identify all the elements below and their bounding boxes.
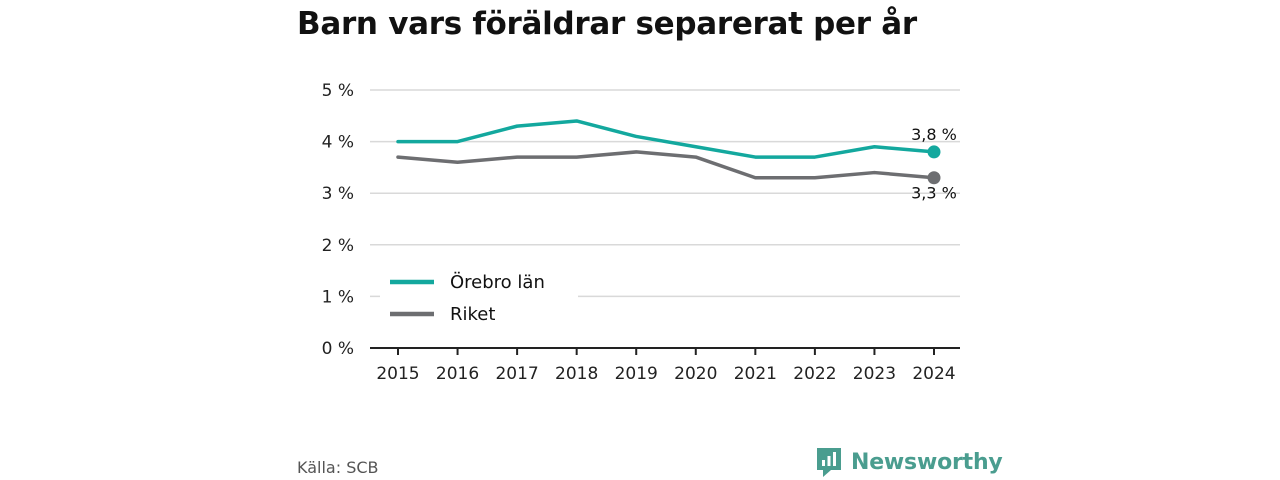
y-tick-label: 0 %	[322, 339, 354, 359]
x-tick-label: 2015	[376, 364, 419, 384]
series-lines	[396, 119, 941, 185]
x-tick-label: 2023	[853, 364, 896, 384]
series-end-point	[927, 145, 941, 159]
series-end-point	[927, 171, 941, 185]
x-tick-label: 2016	[436, 364, 479, 384]
end-value-label: 3,8 %	[911, 125, 957, 144]
y-tick-label: 2 %	[322, 236, 354, 256]
source-note: Källa: SCB	[297, 458, 379, 477]
series-line	[396, 119, 936, 159]
y-tick-label: 4 %	[322, 133, 354, 153]
y-tick-label: 5 %	[322, 81, 354, 101]
legend-background	[380, 262, 578, 334]
line-chart: 0 %1 %2 %3 %4 %5 % 2015 2016 2017 2018 2019 2…	[322, 81, 960, 384]
end-labels: 3,8 % 3,3 %	[911, 125, 957, 203]
y-tick-label: 3 %	[322, 184, 354, 204]
newsworthy-logo-icon	[817, 448, 841, 477]
x-axis-tick-labels: 2015 2016 2017 2018 2019 2020 2021 2022 2023 2024	[376, 364, 955, 384]
x-tick-label: 2021	[734, 364, 777, 384]
y-tick-label: 1 %	[322, 287, 354, 307]
series-line	[396, 150, 936, 180]
brand-name: Newsworthy	[851, 449, 1003, 475]
x-tick-label: 2019	[615, 364, 658, 384]
x-tick-label: 2017	[495, 364, 538, 384]
legend-label: Örebro län	[450, 271, 545, 293]
x-tick-label: 2018	[555, 364, 598, 384]
y-axis-tick-labels: 0 % 1 % 2 % 3 % 4 % 5 %	[322, 81, 354, 359]
legend: Örebro län Riket	[380, 262, 578, 334]
chart-title: Barn vars föräldrar separerat per år	[297, 6, 917, 42]
x-axis	[370, 347, 960, 355]
end-value-label: 3,3 %	[911, 184, 957, 203]
x-tick-label: 2020	[674, 364, 717, 384]
brand-logo: Newsworthy	[815, 446, 1003, 478]
x-tick-label: 2022	[793, 364, 836, 384]
legend-label: Riket	[450, 304, 495, 325]
x-tick-label: 2024	[912, 364, 955, 384]
